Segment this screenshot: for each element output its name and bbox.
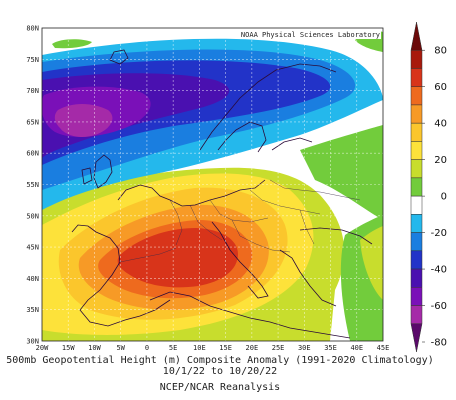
colorbar-tick-label: -60 (431, 301, 447, 312)
borders (119, 179, 361, 263)
colorbar-segment (410, 268, 423, 288)
colorbar-segment (410, 287, 423, 306)
colorbar-tick-label: -40 (431, 265, 447, 276)
credit-label: NOAA Physical Sciences Laboratory (241, 31, 380, 39)
latitude-label: 60N (26, 150, 39, 158)
colorbar-tick-label: 60 (434, 82, 447, 93)
colorbar-tick-labels: 80 60 40 20 0 -20 -40 -60 -80 (422, 46, 447, 349)
latitude-label: 70N (26, 87, 39, 95)
latitude-label: 30N (26, 338, 39, 346)
longitude-label: 35E (324, 344, 337, 352)
longitude-label: 20E (246, 344, 259, 352)
colorbar-tick-label: 20 (434, 155, 447, 166)
longitude-label: 20W (36, 344, 49, 352)
latitude-labels: 80N 75N 70N 65N 60N 55N 50N 45N 40N 35N 30N (26, 25, 39, 346)
colorbar-tick-label: 40 (434, 119, 447, 130)
caption-title: 500mb Geopotential Height (m) Composite … (6, 355, 434, 366)
latitude-label: 65N (26, 118, 39, 126)
latitude-label: 75N (26, 56, 39, 64)
colorbar-segment (410, 122, 423, 142)
colorbar-segment (410, 141, 423, 160)
longitude-labels: 20W 15W 10W 5W 0 5E 10E 15E 20E 25E 30E 35E 40E 45E (36, 344, 390, 352)
credit-box (236, 29, 381, 39)
longitude-label: 10W (88, 344, 101, 352)
longitude-label: 25E (272, 344, 285, 352)
longitude-label: 10E (193, 344, 206, 352)
longitude-label: 30E (298, 344, 311, 352)
colorbar-segment (410, 86, 423, 106)
colorbar-segment (410, 195, 423, 215)
colorbar-segment (410, 49, 423, 69)
longitude-label: 45E (377, 344, 390, 352)
map-frame (41, 27, 384, 342)
colorbar-tick-label: -80 (431, 338, 447, 349)
colorbar-segment (410, 104, 423, 124)
colorbar-segment (410, 250, 423, 270)
longitude-label: 5E (169, 344, 177, 352)
colorbar-segment (410, 177, 423, 197)
caption-source: NCEP/NCAR Reanalysis (159, 382, 281, 393)
longitude-label: 0 (145, 344, 149, 352)
caption-dates: 10/1/22 to 10/20/22 (162, 366, 278, 377)
longitude-label: 40E (350, 344, 363, 352)
latitude-label: 55N (26, 181, 39, 189)
anomaly-fill (42, 28, 383, 341)
coastlines (71, 49, 373, 339)
colorbar-segment (410, 159, 423, 179)
colorbar-segment (410, 214, 423, 233)
colorbar-segment (410, 305, 423, 325)
colorbar-tick-label: -20 (431, 228, 447, 239)
colorbar-segment (410, 21, 423, 51)
latitude-label: 35N (26, 306, 39, 314)
longitude-label: 5W (116, 344, 125, 352)
longitude-label: 15E (219, 344, 232, 352)
colorbar-segment (410, 232, 423, 252)
colorbar-tick-label: 80 (434, 46, 447, 57)
latitude-label: 80N (26, 25, 39, 33)
latitude-label: 40N (26, 275, 39, 283)
colorbar (410, 21, 423, 353)
longitude-label: 15W (62, 344, 75, 352)
colorbar-tick-label: 0 (441, 192, 447, 203)
latitude-label: 45N (26, 244, 39, 252)
colorbar-segment (410, 323, 423, 353)
graticule (42, 28, 383, 341)
latitude-label: 50N (26, 212, 39, 220)
colorbar-segment (410, 68, 423, 87)
